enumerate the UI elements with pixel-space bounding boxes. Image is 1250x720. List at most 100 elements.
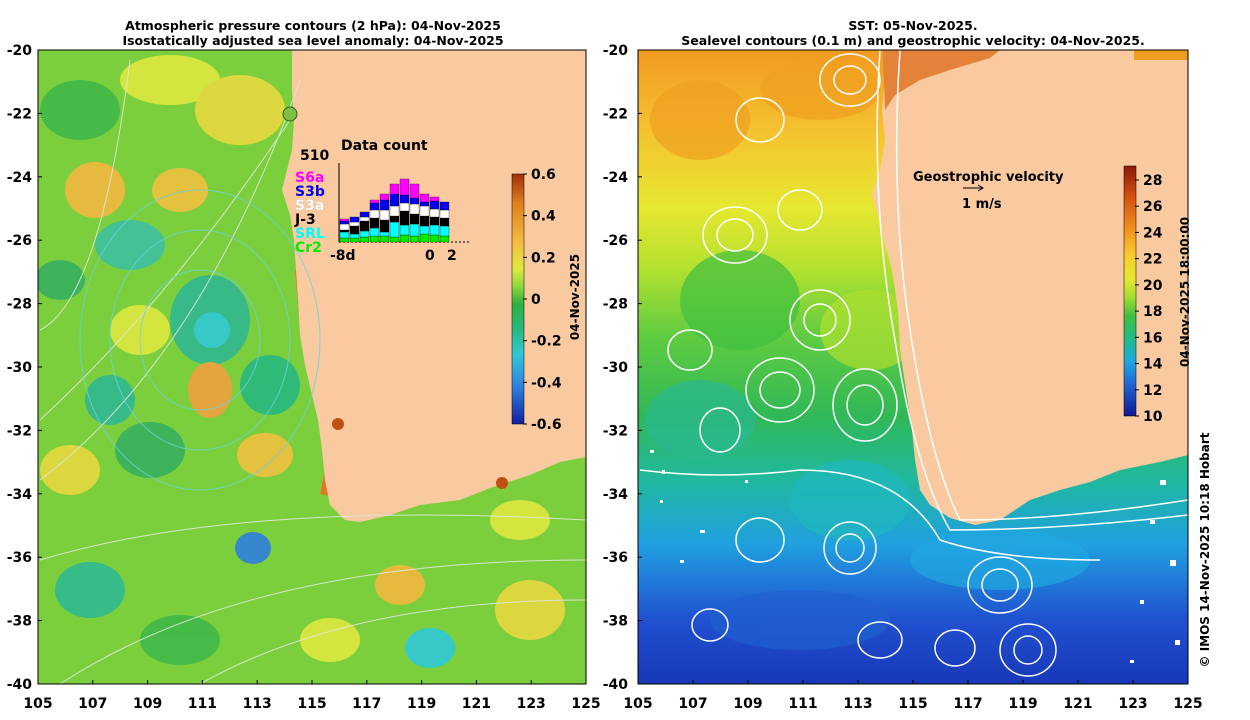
data-count-bar-segment [409, 197, 420, 205]
data-count-bar-segment [359, 216, 370, 222]
lon-tick-label: 125 [571, 696, 600, 712]
left-colorbar-label: 04-Nov-2025 [568, 253, 582, 341]
data-count-bar-segment [349, 216, 360, 223]
colorbar-tick-label: 0.6 [531, 167, 556, 183]
lon-tick-label: 115 [898, 696, 927, 712]
data-count-bar-segment [399, 202, 410, 212]
data-count-bar-segment [419, 205, 430, 217]
right-title-line1: SST: 05-Nov-2025. [848, 18, 978, 33]
data-count-bar-segment [339, 231, 350, 239]
data-count-bar-segment [439, 225, 450, 237]
data-count-max: 510 [300, 148, 329, 164]
data-count-bar-segment [429, 234, 440, 243]
lat-tick-label: -32 [603, 423, 628, 439]
data-count-bar-segment [369, 209, 380, 219]
data-count-bar-segment [349, 221, 360, 227]
data-count-bar-segment [439, 209, 450, 219]
lon-tick-label: 111 [188, 696, 217, 712]
data-count-bar-segment [359, 230, 370, 238]
velocity-legend-scale: 1 m/s [962, 197, 1002, 212]
lat-tick-label: -20 [603, 43, 629, 59]
lat-tick-label: -40 [603, 677, 629, 693]
mission-label-s6a: S6a [295, 170, 324, 186]
lon-tick-label: 109 [733, 696, 762, 712]
colorbar-tick-label: 0.4 [531, 209, 556, 225]
pressure-contours [39, 59, 586, 684]
right-title-line2: Sealevel contours (0.1 m) and geostrophi… [681, 33, 1145, 48]
data-count-bar-segment [429, 200, 440, 210]
data-count-bar-segment [429, 224, 440, 236]
data-count-bar-segment [389, 215, 400, 223]
velocity-legend-title: Geostrophic velocity [913, 170, 1064, 185]
data-count-bar-segment [389, 221, 400, 238]
right-colorbar-ticks: 28 26 24 22 20 18 16 14 12 10 [1135, 173, 1163, 425]
sealevel-contours [639, 50, 1188, 677]
lat-tick-label: -30 [603, 360, 629, 376]
mission-label-j-3: J-3 [294, 212, 316, 228]
data-count-bar-segment [409, 223, 420, 237]
colorbar-tick-label: 14 [1143, 357, 1163, 373]
land-warm-edge [883, 50, 1000, 110]
data-count-bar-segment [429, 216, 440, 226]
data-count-bar-segment [409, 203, 420, 215]
data-count-bar-segment [429, 208, 440, 218]
lat-tick-label: -38 [7, 614, 32, 630]
data-count-bar-segment [409, 235, 420, 243]
australia-landmass-right [872, 50, 1188, 525]
data-count-x-mid: 0 [425, 248, 435, 264]
sla-anomaly-blobs [38, 55, 565, 668]
data-count-bar-segment [419, 215, 430, 227]
island-marker [282, 106, 298, 122]
lon-tick-label: 119 [1008, 696, 1037, 712]
data-count-bar-segment [359, 236, 370, 243]
data-count-bar-segment [399, 234, 410, 243]
lon-tick-label: 117 [352, 696, 381, 712]
mission-label-s3a: S3a [295, 198, 324, 214]
data-count-bar-segment [399, 210, 410, 226]
colorbar-tick-label: 10 [1143, 409, 1163, 425]
lon-tick-label: 117 [953, 696, 982, 712]
colorbar-tick-label: 24 [1143, 225, 1163, 241]
data-count-bar-segment [389, 205, 400, 217]
mission-label-s3b: S3b [295, 184, 325, 200]
data-count-bar-segment [379, 219, 390, 233]
data-count-bar-segment [369, 217, 380, 229]
data-count-title: Data count [341, 138, 428, 154]
data-count-bar-segment [419, 201, 430, 207]
data-count-bar-segment [339, 237, 350, 243]
right-lat-axis: -20 -22 -24 -26 -28 -30 -32 -34 -36 -38 -40 [603, 43, 642, 693]
right-colorbar [1123, 165, 1137, 417]
left-map [38, 50, 586, 684]
data-count-bar-segment [419, 193, 430, 203]
data-count-x-right: 2 [447, 248, 457, 264]
lat-tick-label: -34 [603, 487, 629, 503]
left-lat-axis: -20 -22 -24 -26 -28 -30 -32 -34 -36 -38 -40 [7, 43, 42, 693]
data-count-bar-segment [379, 193, 390, 201]
colorbar-tick-label: -0.4 [531, 375, 562, 391]
cloud-mask-specks [650, 450, 1180, 663]
data-count-x-left: -8d [330, 248, 356, 264]
left-lon-axis: 105 107 109 111 113 115 117 119 121 123 125 [23, 680, 601, 712]
left-title-line2: Isostatically adjusted sea level anomaly… [122, 33, 504, 48]
lon-tick-label: 123 [1118, 696, 1147, 712]
data-count-bar-segment [389, 183, 400, 195]
colorbar-tick-label: -0.2 [531, 334, 562, 350]
data-count-bar-segment [389, 236, 400, 243]
lat-tick-label: -36 [603, 550, 628, 566]
lon-tick-label: 125 [1173, 696, 1202, 712]
mission-label-cr2: Cr2 [295, 240, 322, 256]
data-count-bar-segment [379, 231, 390, 237]
australia-landmass [282, 50, 586, 522]
left-title-line1: Atmospheric pressure contours (2 hPa): 0… [125, 18, 501, 33]
data-count-bar-segment [379, 209, 390, 221]
colorbar-tick-label: 22 [1143, 252, 1162, 268]
data-count-bar-segment [339, 223, 350, 231]
lat-tick-label: -26 [7, 233, 32, 249]
data-count-bar-segment [439, 235, 450, 243]
lat-tick-label: -22 [603, 106, 628, 122]
colorbar-tick-label: 28 [1143, 173, 1162, 189]
data-count-bar-segment [369, 202, 380, 211]
data-count-bar-segment [379, 199, 390, 211]
